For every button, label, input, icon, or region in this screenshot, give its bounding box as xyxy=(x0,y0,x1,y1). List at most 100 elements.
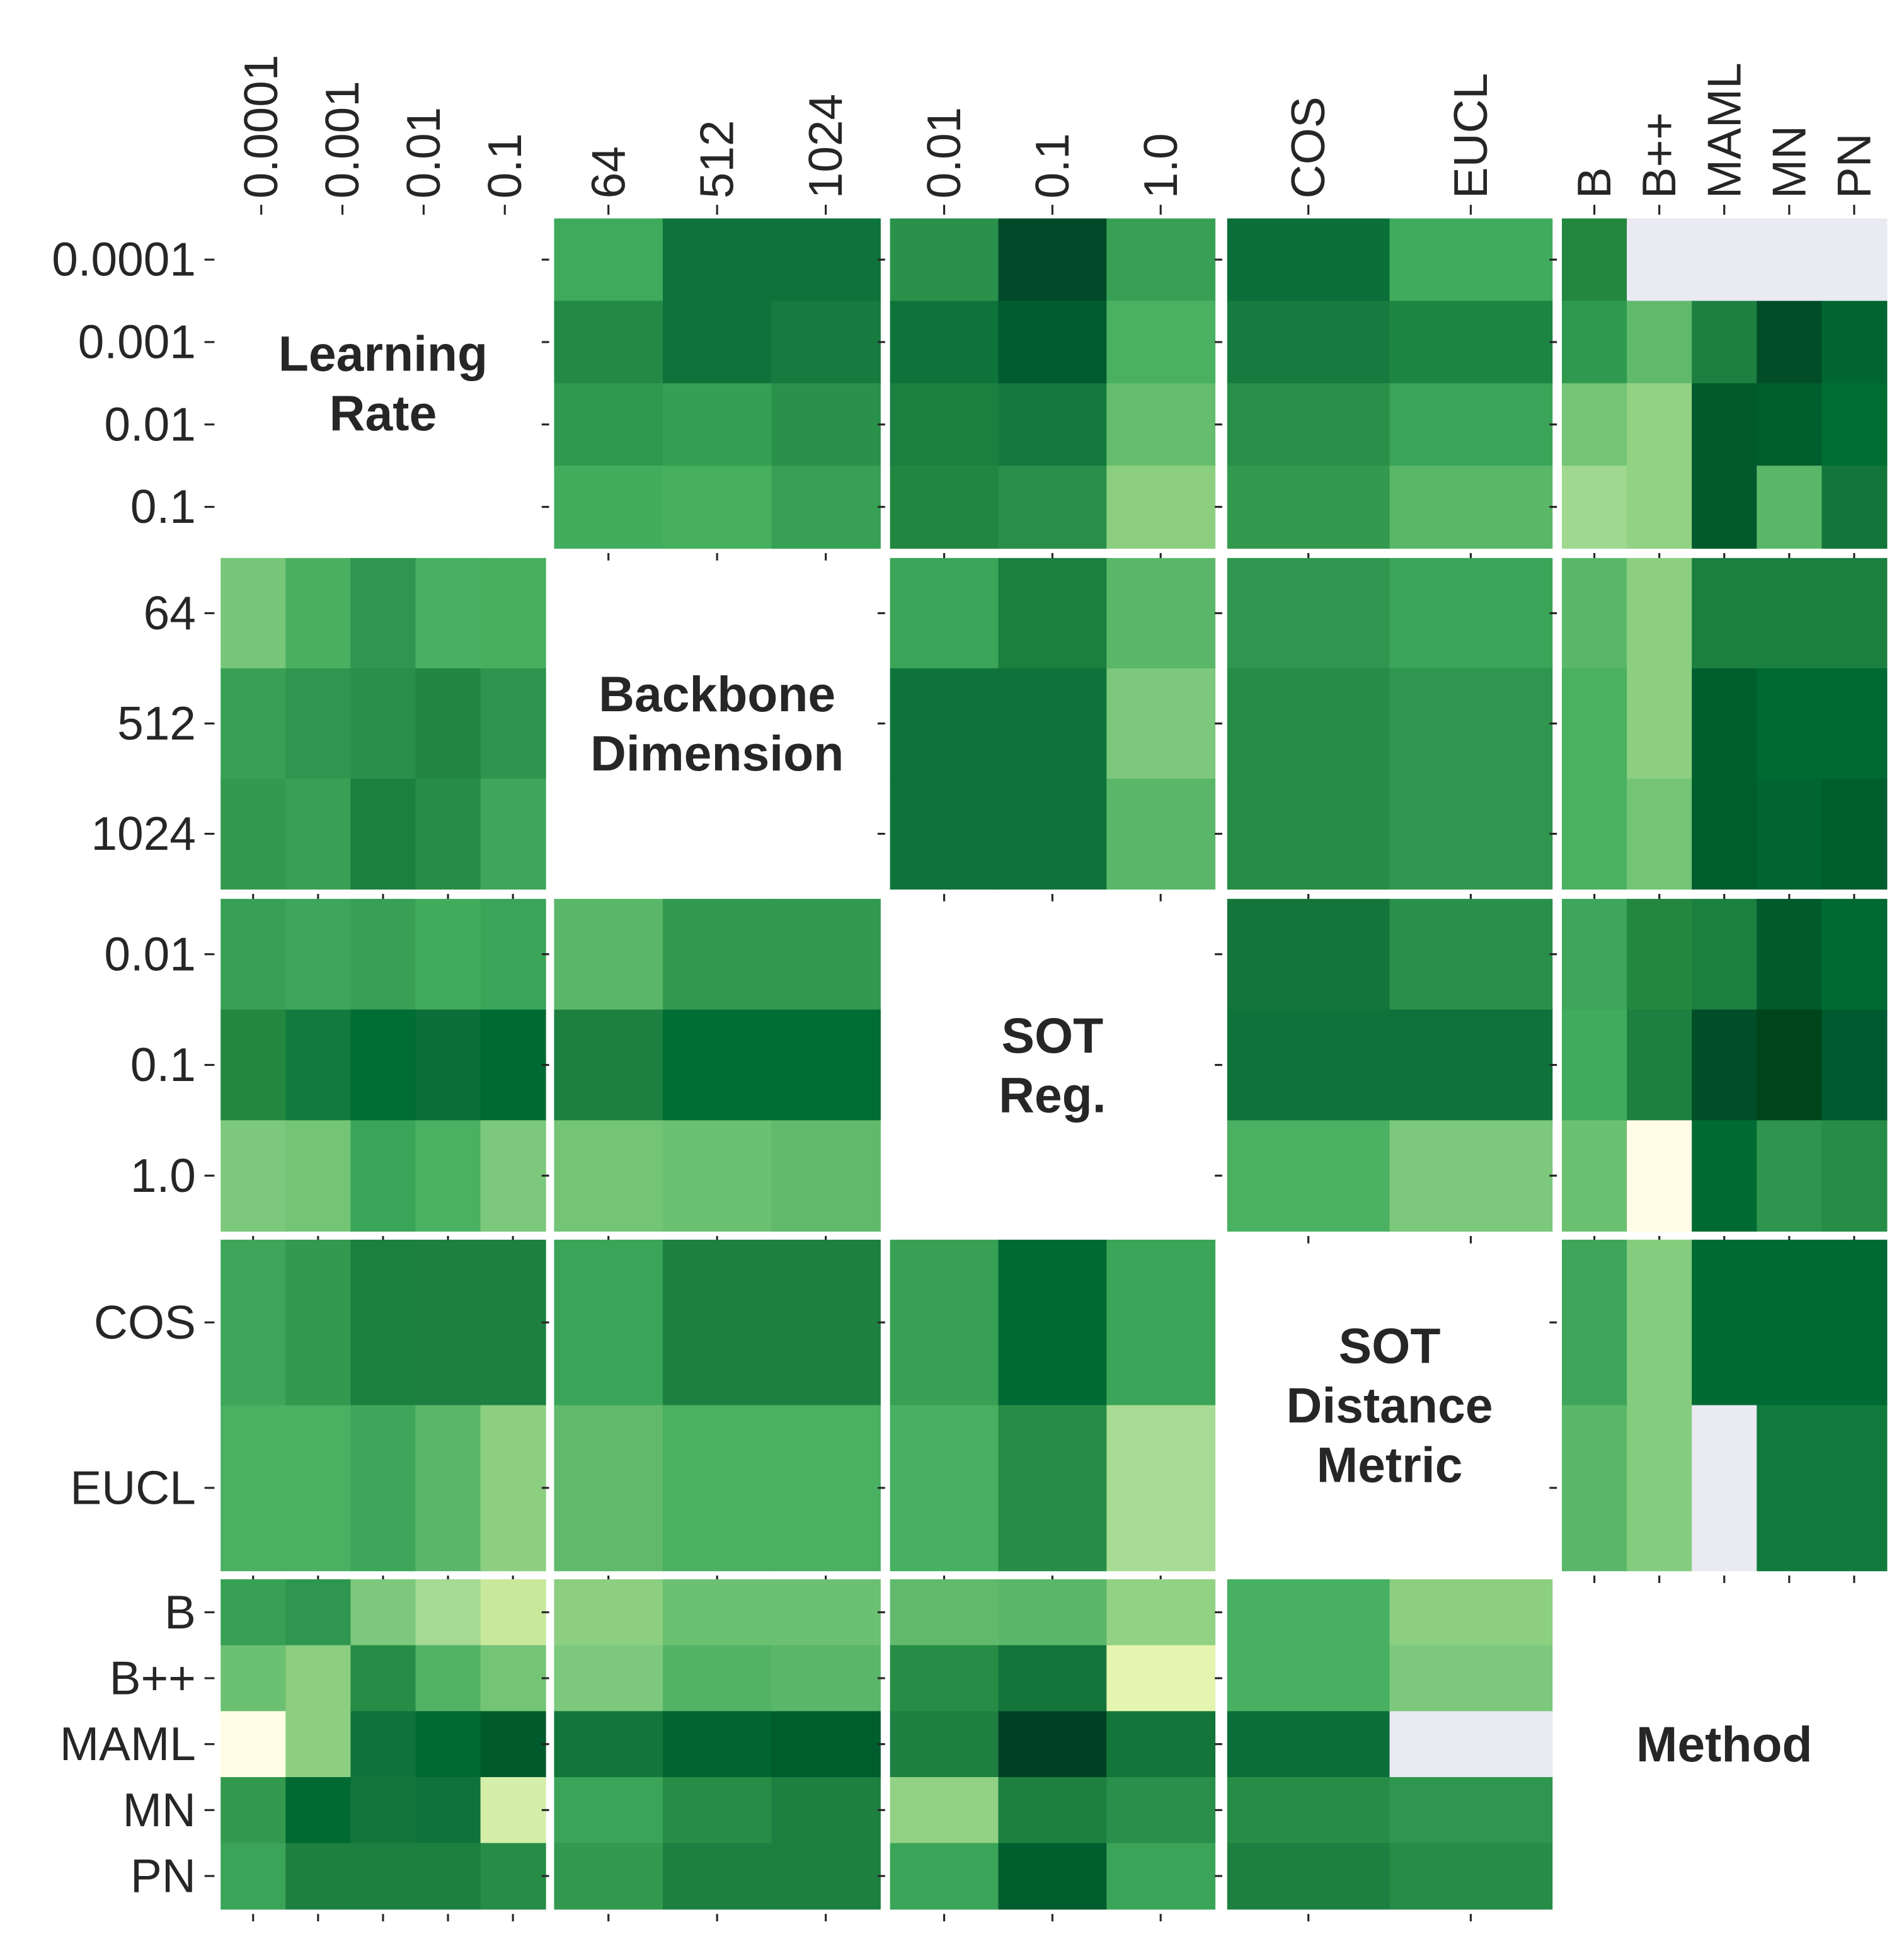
heatmap-cell xyxy=(1389,898,1553,1010)
heatmap-cell xyxy=(1227,1776,1391,1844)
heatmap-cell xyxy=(1561,898,1628,1010)
column-label: 0.1 xyxy=(1026,133,1079,198)
heatmap-cell xyxy=(221,558,287,669)
row-label: B++ xyxy=(110,1652,196,1705)
heatmap-cell xyxy=(480,558,546,669)
variable-label: Reg. xyxy=(999,1067,1106,1123)
heatmap-cell xyxy=(480,1239,546,1406)
heatmap-cell xyxy=(415,1120,481,1232)
variable-label: SOT xyxy=(1001,1008,1103,1063)
heatmap-cell xyxy=(771,1009,881,1121)
heatmap-cell xyxy=(1106,1579,1216,1646)
heatmap-cell xyxy=(1389,1120,1553,1232)
heatmap-cell xyxy=(415,1843,481,1910)
heatmap-cell xyxy=(350,668,416,779)
heatmap-cell xyxy=(554,1843,663,1910)
heatmap-cell xyxy=(1389,1009,1553,1121)
heatmap-cell xyxy=(350,1843,416,1910)
heatmap-cell xyxy=(1757,1120,1823,1232)
heatmap-cell xyxy=(1692,466,1758,549)
heatmap-cell xyxy=(285,558,352,669)
heatmap-cell xyxy=(1227,1009,1391,1121)
heatmap-cell xyxy=(1227,898,1391,1010)
heatmap-cell xyxy=(1692,898,1758,1010)
heatmap-cell xyxy=(1627,383,1693,467)
column-label: 1024 xyxy=(799,94,852,198)
heatmap-cell xyxy=(1821,668,1888,779)
heatmap-cell xyxy=(662,1645,772,1712)
heatmap-cell xyxy=(1627,1009,1693,1121)
heatmap-cell xyxy=(1627,558,1693,669)
heatmap-cell xyxy=(771,218,881,302)
heatmap-cell xyxy=(1757,668,1823,779)
heatmap-cell xyxy=(221,1009,287,1121)
heatmap-cell xyxy=(1821,218,1888,302)
heatmap-cell xyxy=(890,1405,999,1572)
heatmap-cell xyxy=(554,1120,663,1232)
heatmap-cell xyxy=(221,1239,287,1406)
row-label: 0.001 xyxy=(78,316,196,369)
heatmap-cell xyxy=(1627,1120,1693,1232)
heatmap-cell xyxy=(415,779,481,890)
heatmap-cell xyxy=(350,558,416,669)
heatmap-cell xyxy=(771,1843,881,1910)
heatmap-cell xyxy=(1106,1239,1216,1406)
heatmap-cell xyxy=(554,1645,663,1712)
column-label: B xyxy=(1568,167,1620,198)
row-label: MAML xyxy=(60,1717,196,1770)
heatmap-cell xyxy=(1106,1645,1216,1712)
heatmap-cell xyxy=(1757,898,1823,1010)
heatmap-cell xyxy=(415,1711,481,1778)
heatmap-cell xyxy=(1389,1711,1553,1778)
heatmap-cell xyxy=(285,668,352,779)
heatmap-cell xyxy=(221,1843,287,1910)
heatmap-cell xyxy=(285,1120,352,1232)
heatmap-cell xyxy=(221,1405,287,1572)
heatmap-cell xyxy=(1627,1405,1693,1572)
heatmap-cell xyxy=(1561,383,1628,467)
heatmap-cell xyxy=(662,1239,772,1406)
heatmap-cell xyxy=(554,898,663,1010)
heatmap-cell xyxy=(1561,1405,1628,1572)
heatmap-cell xyxy=(1389,466,1553,549)
heatmap-cell xyxy=(554,1405,663,1572)
heatmap-cell xyxy=(1692,1120,1758,1232)
heatmap-cell xyxy=(1692,383,1758,467)
heatmap-cell xyxy=(350,1009,416,1121)
heatmap-cell xyxy=(1692,1405,1758,1572)
heatmap-cell xyxy=(771,1405,881,1572)
heatmap-cell xyxy=(998,1579,1108,1646)
heatmap-cell xyxy=(221,898,287,1010)
row-label: PN xyxy=(130,1850,196,1902)
column-label: EUCL xyxy=(1444,73,1497,198)
column-label: 512 xyxy=(691,120,743,199)
heatmap-cell xyxy=(221,1776,287,1844)
heatmap-cell xyxy=(1227,1645,1391,1712)
heatmap-cell xyxy=(998,466,1108,549)
heatmap-cell xyxy=(350,1711,416,1778)
heatmap-cell xyxy=(1227,558,1391,669)
heatmap-cell xyxy=(771,1120,881,1232)
heatmap-cell xyxy=(890,1843,999,1910)
heatmap-cell xyxy=(771,1239,881,1406)
heatmap-cell xyxy=(480,1579,546,1646)
heatmap-cell xyxy=(350,1405,416,1572)
variable-label: Learning xyxy=(278,326,488,382)
column-label: PN xyxy=(1827,133,1880,198)
heatmap-cell xyxy=(480,1711,546,1778)
heatmap-cell xyxy=(480,1645,546,1712)
heatmap-cell xyxy=(554,1579,663,1646)
heatmap-cell xyxy=(415,1405,481,1572)
heatmap-cell xyxy=(998,1843,1108,1910)
heatmap-cell xyxy=(1561,218,1628,302)
heatmap-cell xyxy=(1821,383,1888,467)
heatmap-cell xyxy=(890,466,999,549)
heatmap-cell xyxy=(285,1843,352,1910)
heatmap-cell xyxy=(221,1120,287,1232)
column-label: MN xyxy=(1762,125,1815,198)
variable-label: Distance xyxy=(1287,1378,1493,1433)
heatmap-cell xyxy=(998,779,1108,890)
row-label: 0.01 xyxy=(104,398,195,450)
heatmap-cell xyxy=(350,1645,416,1712)
heatmap-cell xyxy=(1561,1120,1628,1232)
